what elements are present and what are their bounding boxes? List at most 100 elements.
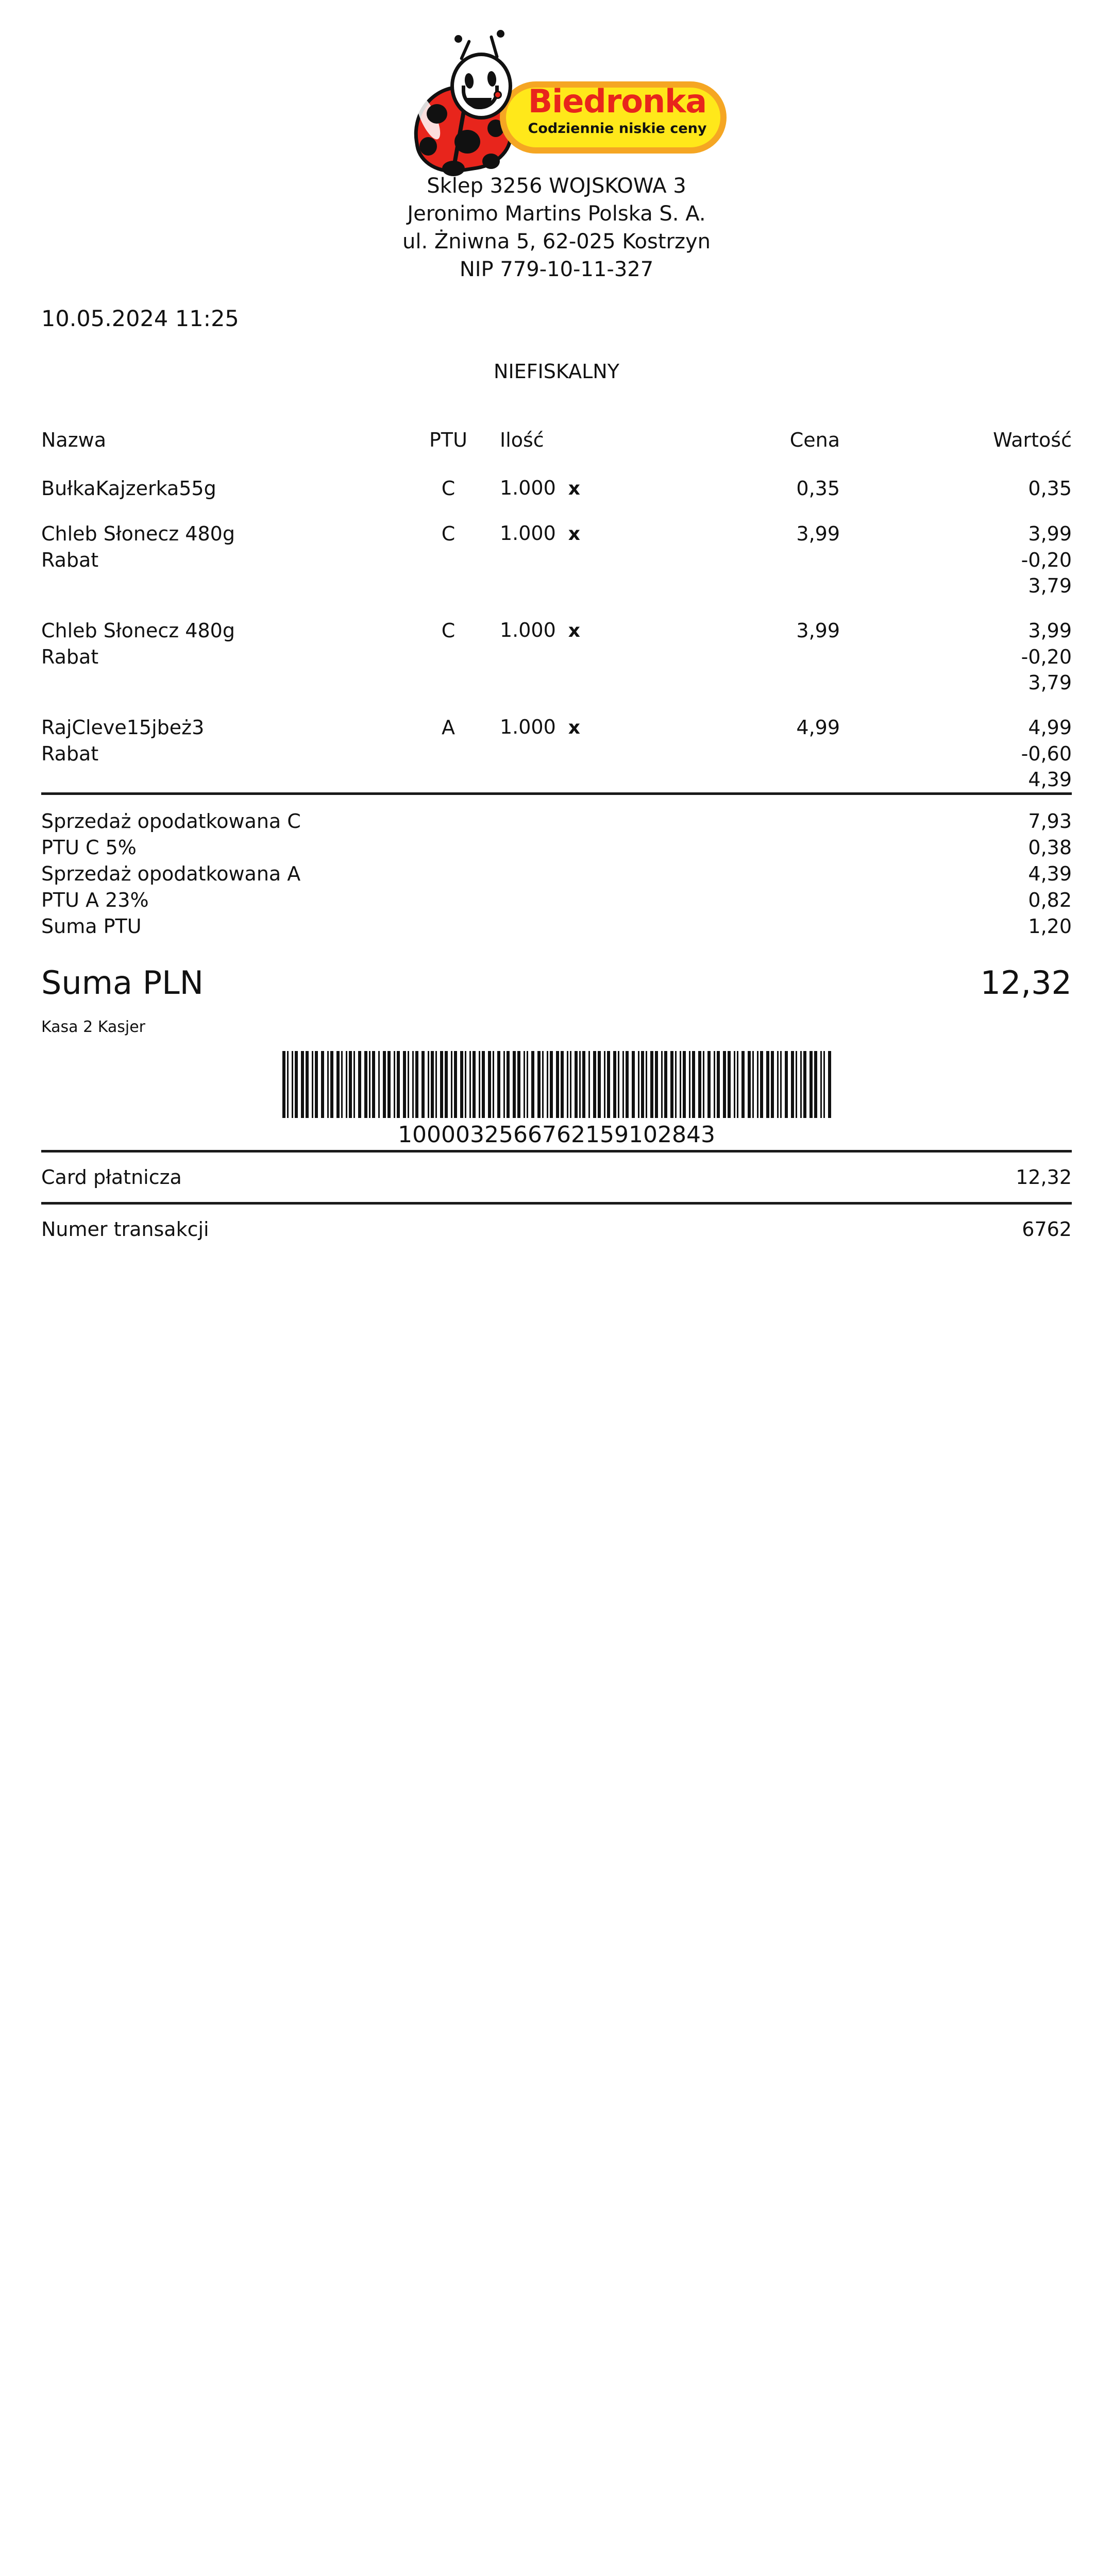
- discount-value: -0,20: [1021, 646, 1072, 668]
- tax-summary-value: 1,20: [1028, 915, 1072, 938]
- item-quantity-value: 1.000: [500, 619, 556, 641]
- summary-divider-top: [41, 792, 1072, 795]
- item-quantity: 1.000 x: [500, 520, 685, 547]
- ladybug-spot-icon: [427, 104, 447, 124]
- item-price: 4,99: [796, 716, 840, 739]
- item-value: 3,99: [1028, 619, 1072, 642]
- column-header-price: Cena: [789, 429, 840, 451]
- tax-summary-row: Sprzedaż opodatkowana A 4,39: [41, 861, 1072, 887]
- tax-summary-row: Suma PTU 1,20: [41, 913, 1072, 940]
- ladybug-spot-icon: [442, 161, 465, 176]
- discount-label: Rabat: [41, 549, 99, 571]
- item-price: 3,99: [796, 522, 840, 545]
- item-total-row: 3,79: [41, 670, 1072, 696]
- discount-label: Rabat: [41, 646, 99, 668]
- item-name: Chleb Słonecz 480g: [41, 619, 235, 642]
- item-name: RajCleve15jbeż3: [41, 716, 205, 739]
- item-quantity: 1.000 x: [500, 617, 685, 644]
- receipt-datetime: 10.05.2024 11:25: [41, 306, 239, 332]
- transaction-value: 6762: [1022, 1218, 1072, 1241]
- item-total-row: 3,79: [41, 573, 1072, 599]
- tax-summary-table: Sprzedaż opodatkowana C 7,93 PTU C 5% 0,38 S…: [41, 808, 1072, 940]
- discount-value: -0,20: [1021, 549, 1072, 571]
- tax-summary-value: 0,38: [1028, 836, 1072, 859]
- tax-summary-row: PTU C 5% 0,38: [41, 835, 1072, 861]
- discount-label: Rabat: [41, 742, 99, 765]
- ladybug-nose-icon: [494, 91, 502, 99]
- item-total-value: 3,79: [1028, 574, 1072, 597]
- tax-summary-value: 4,39: [1028, 862, 1072, 885]
- column-header-name: Nazwa: [41, 429, 107, 451]
- barcode-number: 1000032566762159102843: [398, 1122, 715, 1148]
- multiply-symbol-icon: x: [568, 523, 581, 545]
- tax-summary-label: Suma PTU: [41, 915, 142, 938]
- column-header-value: Wartość: [993, 429, 1072, 451]
- payment-divider-top: [41, 1150, 1072, 1153]
- item-quantity-value: 1.000: [500, 716, 556, 738]
- column-header-qty: Ilość: [500, 429, 544, 451]
- item-ptu: C: [441, 619, 456, 642]
- ladybug-antenna-tip-left-icon: [454, 35, 462, 43]
- payment-table: Card płatnicza 12,32: [41, 1153, 1072, 1202]
- company-nip-line: NIP 779-10-11-327: [459, 258, 654, 281]
- ladybug-antenna-tip-right-icon: [497, 30, 504, 38]
- tax-summary-value: 0,82: [1028, 889, 1072, 911]
- company-name-line: Jeronimo Martins Polska S. A.: [407, 202, 706, 226]
- biedronka-logo: Biedronka Codziennie niskie ceny: [386, 30, 727, 179]
- ladybug-spot-icon: [482, 154, 500, 169]
- discount-value: -0,60: [1021, 742, 1072, 765]
- table-row: Chleb Słonecz 480g C 1.000 x 3,99 3,99: [41, 520, 1072, 547]
- grand-total-label: Suma PLN: [41, 964, 204, 1002]
- tax-summary-label: Sprzedaż opodatkowana A: [41, 862, 301, 885]
- item-ptu: C: [441, 477, 456, 500]
- payment-label: Card płatnicza: [41, 1166, 182, 1189]
- tax-summary-label: PTU A 23%: [41, 889, 149, 911]
- item-discount-row: Rabat -0,20: [41, 644, 1072, 670]
- item-quantity: 1.000 x: [500, 475, 685, 502]
- item-ptu: A: [442, 716, 455, 739]
- items-table: Nazwa PTU Ilość Cena Wartość BułkaKajzer…: [41, 428, 1072, 792]
- tax-summary-row: PTU A 23% 0,82: [41, 887, 1072, 913]
- items-row-spacer: [41, 599, 1072, 617]
- store-name-line: Sklep 3256 WOJSKOWA 3: [427, 174, 686, 198]
- transaction-label: Numer transakcji: [41, 1218, 209, 1241]
- item-total-row: 4,39: [41, 767, 1072, 792]
- item-price: 0,35: [796, 477, 840, 500]
- tax-summary-value: 7,93: [1028, 810, 1072, 833]
- item-quantity: 1.000 x: [500, 714, 685, 741]
- company-address-line: ul. Żniwna 5, 62-025 Kostrzyn: [402, 230, 711, 253]
- ladybug-spot-icon: [454, 130, 480, 154]
- nonfiscal-label: NIEFISKALNY: [494, 360, 619, 383]
- store-header: Sklep 3256 WOJSKOWA 3 Jeronimo Martins P…: [41, 172, 1072, 283]
- item-value: 3,99: [1028, 522, 1072, 545]
- grand-total-value: 12,32: [980, 964, 1072, 1002]
- multiply-symbol-icon: x: [568, 620, 581, 641]
- barcode-image: [282, 1051, 831, 1118]
- item-ptu: C: [441, 522, 456, 545]
- transaction-row: Numer transakcji 6762: [41, 1205, 1072, 1254]
- item-price: 3,99: [796, 619, 840, 642]
- transaction-divider-top: [41, 1202, 1072, 1205]
- barcode-area: 1000032566762159102843: [41, 1051, 1072, 1150]
- items-header-row: Nazwa PTU Ilość Cena Wartość: [41, 428, 1072, 475]
- item-discount-row: Rabat -0,60: [41, 741, 1072, 767]
- logo-tagline-text: Codziennie niskie ceny: [528, 121, 707, 137]
- tax-summary-label: Sprzedaż opodatkowana C: [41, 810, 301, 833]
- grand-total-row: Suma PLN 12,32: [41, 964, 1072, 1002]
- tax-summary-row: Sprzedaż opodatkowana C 7,93: [41, 808, 1072, 835]
- item-total-value: 3,79: [1028, 671, 1072, 694]
- items-row-spacer: [41, 696, 1072, 714]
- table-row: BułkaKajzerka55g C 1.000 x 0,35 0,35: [41, 475, 1072, 502]
- item-value: 4,99: [1028, 716, 1072, 739]
- item-quantity-value: 1.000: [500, 477, 556, 499]
- item-total-value: 4,39: [1028, 768, 1072, 791]
- ladybug-spot-icon: [419, 137, 437, 156]
- table-row: RajCleve15jbeż3 A 1.000 x 4,99 4,99: [41, 714, 1072, 741]
- logo-container: Biedronka Codziennie niskie ceny: [41, 0, 1072, 179]
- table-row: Chleb Słonecz 480g C 1.000 x 3,99 3,99: [41, 617, 1072, 644]
- item-name: BułkaKajzerka55g: [41, 477, 216, 500]
- transaction-table: Numer transakcji 6762: [41, 1205, 1072, 1254]
- payment-value: 12,32: [1016, 1166, 1072, 1189]
- cashier-line: Kasa 2 Kasjer: [41, 1018, 145, 1036]
